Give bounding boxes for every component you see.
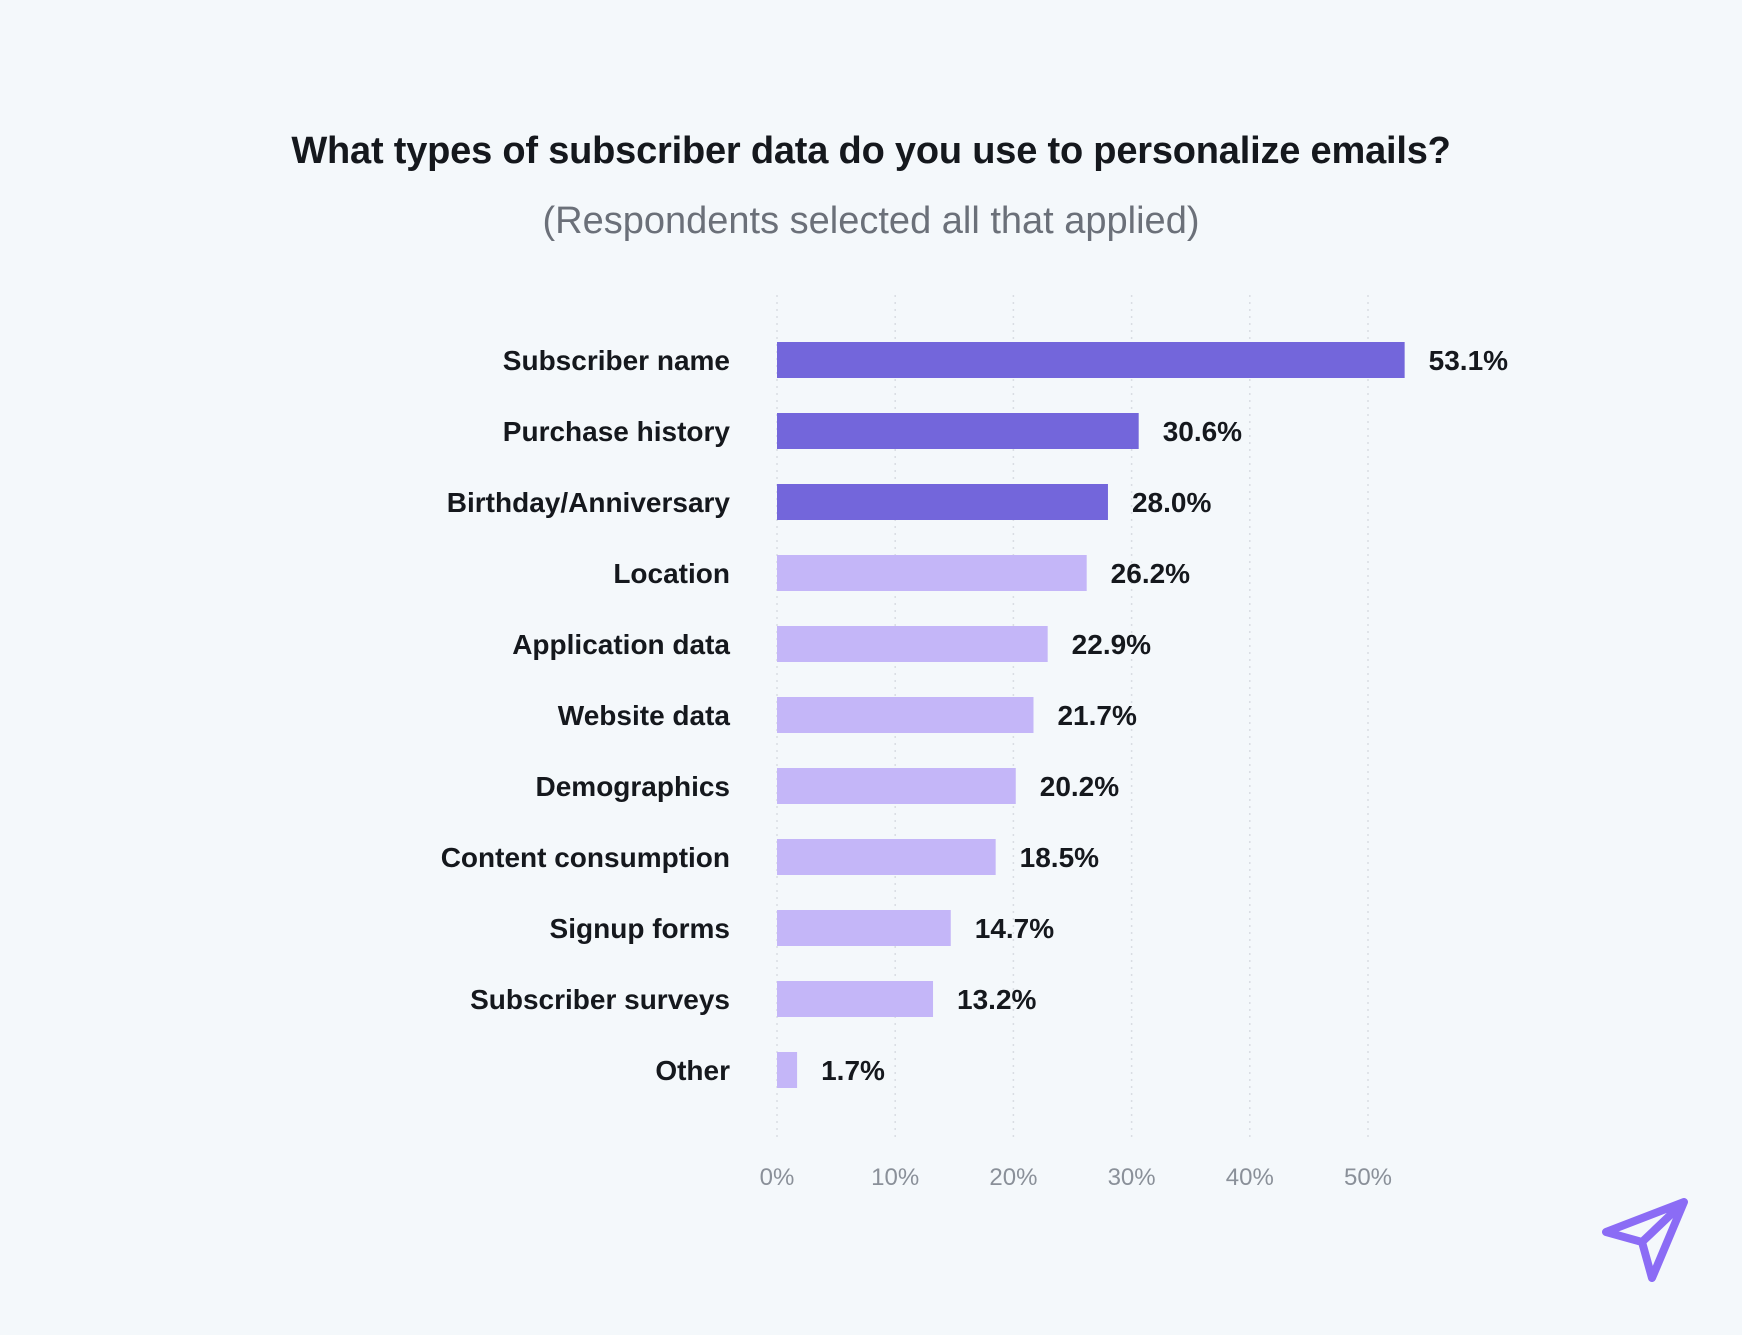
value-label: 53.1% xyxy=(1429,345,1508,376)
value-label: 26.2% xyxy=(1111,558,1190,589)
bar xyxy=(777,626,1048,662)
category-label: Signup forms xyxy=(550,913,730,944)
bar xyxy=(777,768,1016,804)
chart-subtitle: (Respondents selected all that applied) xyxy=(542,200,1200,242)
x-axis-ticks: 0% 10% 20% 30% 40% 50% xyxy=(760,1164,1392,1191)
bar xyxy=(777,910,951,946)
category-label: Other xyxy=(655,1055,730,1086)
value-label: 22.9% xyxy=(1072,629,1151,660)
value-label: 18.5% xyxy=(1020,842,1099,873)
bar xyxy=(777,342,1405,378)
bar xyxy=(777,484,1108,520)
chart-title: What types of subscriber data do you use… xyxy=(291,130,1451,172)
category-label: Demographics xyxy=(536,771,731,802)
bar xyxy=(777,1052,798,1088)
category-label: Application data xyxy=(512,629,730,660)
value-label: 13.2% xyxy=(957,984,1036,1015)
value-label: 14.7% xyxy=(975,913,1054,944)
x-tick-label: 20% xyxy=(989,1164,1037,1191)
category-label: Website data xyxy=(558,700,731,731)
category-label: Subscriber name xyxy=(503,345,730,376)
bar xyxy=(777,413,1139,449)
category-label: Subscriber surveys xyxy=(470,984,730,1015)
x-tick-label: 50% xyxy=(1344,1164,1392,1191)
category-label: Content consumption xyxy=(441,842,730,873)
x-tick-label: 40% xyxy=(1226,1164,1274,1191)
x-tick-label: 0% xyxy=(760,1164,795,1191)
labels: Subscriber name 53.1% Purchase history 30.6… xyxy=(441,345,1508,1086)
value-label: 28.0% xyxy=(1132,487,1211,518)
bar xyxy=(777,555,1087,591)
value-label: 1.7% xyxy=(821,1055,885,1086)
bars xyxy=(777,342,1405,1088)
category-label: Birthday/Anniversary xyxy=(447,487,731,518)
bar xyxy=(777,697,1034,733)
value-label: 30.6% xyxy=(1163,416,1242,447)
category-label: Purchase history xyxy=(503,416,731,447)
x-tick-label: 30% xyxy=(1108,1164,1156,1191)
category-label: Location xyxy=(613,558,730,589)
bar xyxy=(777,981,934,1017)
paper-plane-icon xyxy=(1602,1198,1688,1282)
x-tick-label: 10% xyxy=(871,1164,919,1191)
value-label: 20.2% xyxy=(1040,771,1119,802)
value-label: 21.7% xyxy=(1057,700,1136,731)
bar xyxy=(777,839,996,875)
